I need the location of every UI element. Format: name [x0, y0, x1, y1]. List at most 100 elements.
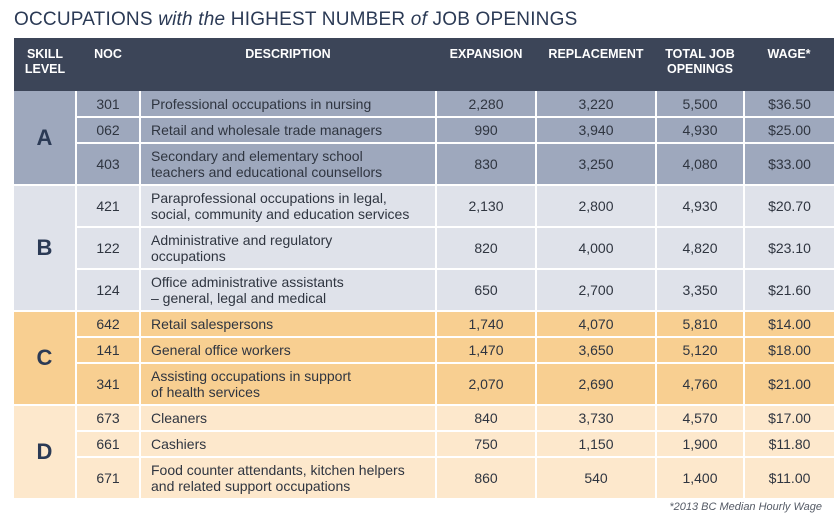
- description-line: Secondary and elementary school: [151, 148, 363, 164]
- table-row: B 421 Paraprofessional occupations in lega…: [14, 185, 834, 312]
- total-cell: 4,930: [656, 117, 745, 144]
- wage-cell: $23.10: [744, 227, 834, 270]
- table-row: 141 General office workers 1,470 3,650 5,120…: [14, 337, 834, 364]
- description-cell: Office administrative assistants – genera…: [140, 269, 437, 312]
- expansion-cell: 1,740: [436, 311, 537, 338]
- total-cell: 1,900: [656, 431, 745, 458]
- replacement-cell: 3,250: [536, 143, 657, 186]
- description-cell: Retail and wholesale trade managers: [140, 117, 437, 144]
- header-wage: WAGE*: [744, 38, 834, 91]
- wage-cell: $18.00: [744, 337, 834, 364]
- description-cell: Professional occupations in nursing: [140, 91, 437, 118]
- header-total-job-openings: TOTAL JOB OPENINGS: [656, 38, 744, 91]
- description-cell: General office workers: [140, 337, 437, 364]
- table-header: SKILL LEVEL NOC DESCRIPTION EXPANSION REP…: [14, 38, 834, 91]
- table-row: 122 Administrative and regulatory occupati…: [14, 227, 834, 270]
- skill-level-cell: C: [14, 311, 77, 406]
- replacement-cell: 2,690: [536, 363, 657, 406]
- table-row: D 673 Cleaners 840 3,730 4,570 $17.00: [14, 405, 834, 500]
- expansion-cell: 1,470: [436, 337, 537, 364]
- noc-cell: 671: [76, 457, 141, 500]
- header-row: SKILL LEVEL NOC DESCRIPTION EXPANSION REP…: [14, 38, 834, 91]
- noc-cell: 421: [76, 185, 141, 228]
- wage-cell: $21.00: [744, 363, 834, 406]
- table-row: 671 Food counter attendants, kitchen help…: [14, 457, 834, 500]
- table-row: 341 Assisting occupations in support of he…: [14, 363, 834, 406]
- replacement-cell: 3,220: [536, 91, 657, 118]
- header-skill-level: SKILL LEVEL: [14, 38, 76, 91]
- description-cell: Assisting occupations in support of healt…: [140, 363, 437, 406]
- wage-cell: $14.00: [744, 311, 834, 338]
- description-line: Professional occupations in nursing: [151, 95, 372, 112]
- total-cell: 4,570: [656, 405, 745, 432]
- description-cell: Food counter attendants, kitchen helpers…: [140, 457, 437, 500]
- total-cell: 4,760: [656, 363, 745, 406]
- expansion-cell: 840: [436, 405, 537, 432]
- expansion-cell: 2,280: [436, 91, 537, 118]
- replacement-cell: 4,070: [536, 311, 657, 338]
- noc-cell: 403: [76, 143, 141, 186]
- total-cell: 5,120: [656, 337, 745, 364]
- wage-cell: $17.00: [744, 405, 834, 432]
- wage-cell: $11.80: [744, 431, 834, 458]
- description-line: – general, legal and medical: [151, 290, 327, 306]
- wage-cell: $25.00: [744, 117, 834, 144]
- description-line: General office workers: [151, 342, 291, 358]
- title-part: JOB OPENINGS: [427, 9, 578, 30]
- total-cell: 1,400: [656, 457, 745, 500]
- total-cell: 5,810: [656, 311, 745, 338]
- expansion-cell: 650: [436, 269, 537, 312]
- title-part: of: [410, 9, 428, 30]
- expansion-cell: 990: [436, 117, 537, 144]
- wage-cell: $36.50: [744, 91, 834, 118]
- replacement-cell: 2,700: [536, 269, 657, 312]
- wage-cell: $11.00: [744, 457, 834, 500]
- noc-cell: 661: [76, 431, 141, 458]
- description-line: Cleaners: [151, 410, 208, 426]
- replacement-cell: 3,940: [536, 117, 657, 144]
- expansion-cell: 750: [436, 431, 537, 458]
- description-line: Retail and wholesale trade managers: [151, 122, 383, 138]
- noc-cell: 673: [76, 405, 141, 432]
- total-cell: 4,820: [656, 227, 745, 270]
- replacement-cell: 3,730: [536, 405, 657, 432]
- expansion-cell: 2,130: [436, 185, 537, 228]
- skill-level-cell: B: [14, 185, 77, 312]
- expansion-cell: 860: [436, 457, 537, 500]
- table-row: C 642 Retail salespersons 1,740 4,070 5,810 $1…: [14, 311, 834, 406]
- table-row: 403 Secondary and elementary school teache…: [14, 143, 834, 186]
- noc-cell: 642: [76, 311, 141, 338]
- page-title: OCCUPATIONS with the HIGHEST NUMBER of J…: [14, 9, 577, 31]
- noc-cell: 062: [76, 117, 141, 144]
- header-replacement: REPLACEMENT: [536, 38, 656, 91]
- description-line: Food counter attendants, kitchen helpers: [151, 462, 405, 478]
- description-line: Retail salespersons: [151, 316, 274, 332]
- description-cell: Administrative and regulatory occupations: [140, 227, 437, 270]
- noc-cell: 341: [76, 363, 141, 406]
- replacement-cell: 2,800: [536, 185, 657, 228]
- header-expansion: EXPANSION: [436, 38, 536, 91]
- description-line: and related support occupations: [151, 478, 351, 494]
- noc-cell: 141: [76, 337, 141, 364]
- title-part: with the: [158, 9, 226, 30]
- title-part: HIGHEST NUMBER: [225, 9, 411, 30]
- header-noc: NOC: [76, 38, 140, 91]
- description-line: teachers and educational counsellors: [151, 164, 383, 180]
- noc-cell: 124: [76, 269, 141, 312]
- expansion-cell: 820: [436, 227, 537, 270]
- description-line: Assisting occupations in support: [151, 368, 351, 384]
- replacement-cell: 3,650: [536, 337, 657, 364]
- table-row: 062 Retail and wholesale trade managers 99…: [14, 117, 834, 144]
- total-cell: 3,350: [656, 269, 745, 312]
- table-row: 124 Office administrative assistants – gen…: [14, 269, 834, 312]
- title-part: OCCUPATIONS: [14, 9, 159, 30]
- description-line: Cashiers: [151, 436, 207, 452]
- expansion-cell: 830: [436, 143, 537, 186]
- noc-cell: 301: [76, 91, 141, 118]
- table-row: 661 Cashiers 750 1,150 1,900 $11.80: [14, 431, 834, 458]
- description-line: social, community and education services: [151, 206, 410, 222]
- wage-cell: $33.00: [744, 143, 834, 186]
- job-openings-table: SKILL LEVEL NOC DESCRIPTION EXPANSION REP…: [14, 38, 834, 500]
- total-cell: 4,930: [656, 185, 745, 228]
- skill-level-cell: A: [14, 91, 77, 186]
